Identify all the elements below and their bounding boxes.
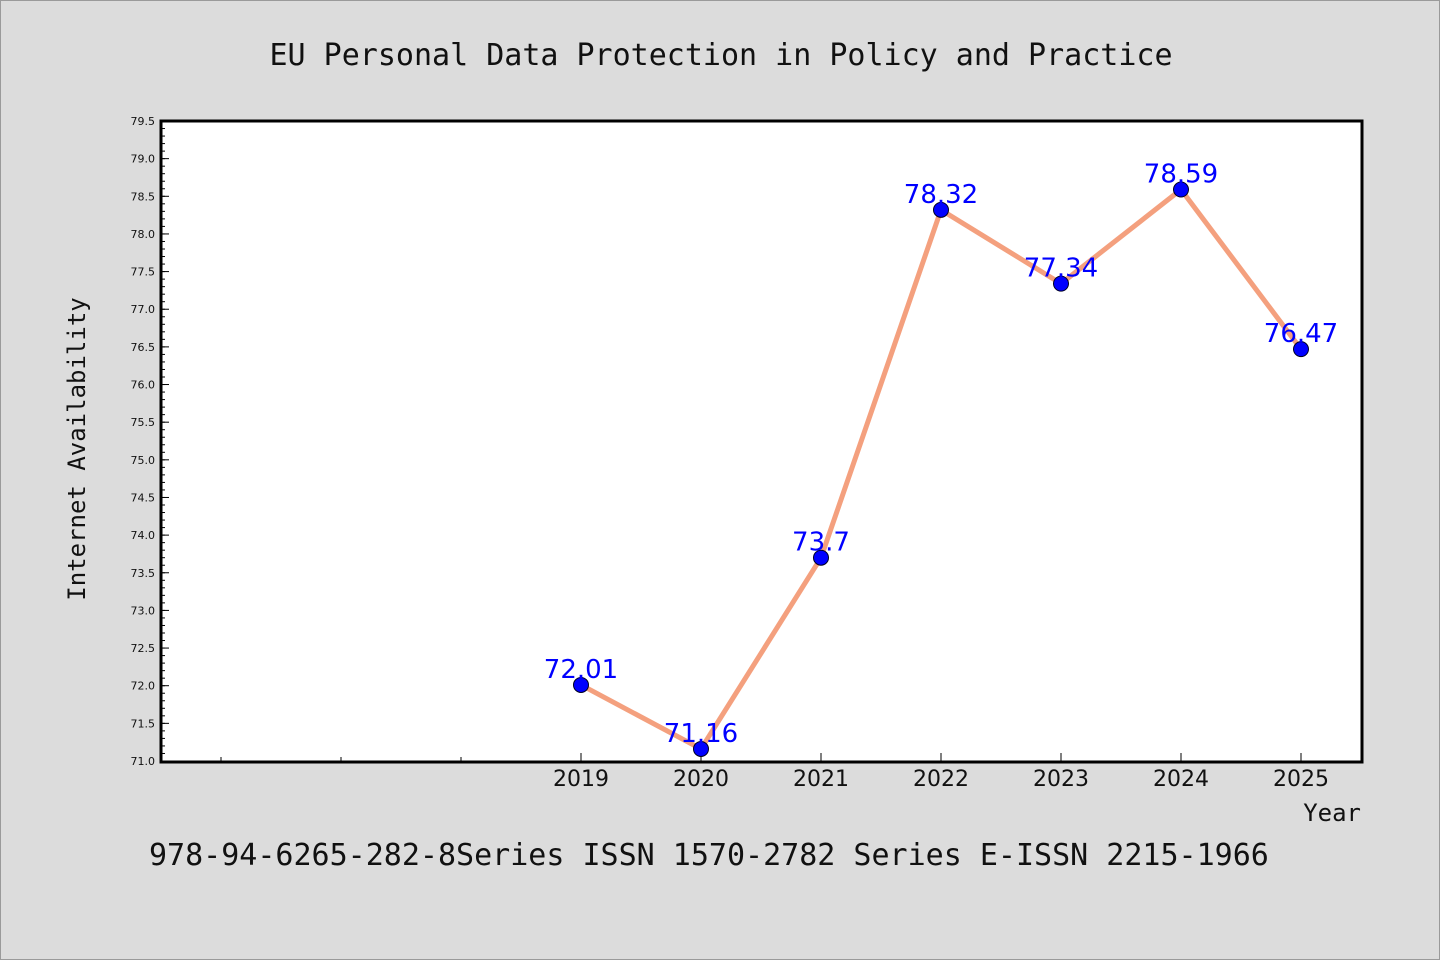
data-label: 73.7 [792, 528, 850, 558]
x-tick-label: 2025 [1273, 767, 1329, 792]
x-tick-label: 2020 [673, 767, 729, 792]
y-tick-label: 76.5 [131, 341, 156, 354]
x-tick-label: 2023 [1033, 767, 1089, 792]
x-axis-ticks: 2019 2020 2021 2022 2023 2024 2025 [220, 753, 1329, 792]
plot-area [159, 119, 1364, 764]
data-point-marker [933, 201, 949, 218]
data-point-marker [1173, 181, 1189, 198]
series-layer: 72.01 71.16 73.7 78.32 77.34 78.59 76.47 [544, 160, 1338, 757]
x-tick-label: 2024 [1153, 767, 1209, 792]
y-tick-label: 78.5 [131, 190, 156, 203]
footer-isbn-text: 978-94-6265-282-8Series ISSN 1570-2782 S… [149, 838, 1269, 873]
data-point-marker [693, 740, 709, 757]
data-label: 78.59 [1144, 160, 1218, 190]
data-label: 71.16 [664, 719, 738, 749]
y-tick-label: 79.5 [131, 115, 156, 128]
x-tick-label: 2022 [913, 767, 969, 792]
y-tick-label: 71.5 [131, 717, 156, 730]
data-point-marker [1053, 275, 1069, 292]
y-tick-label: 75.0 [131, 454, 156, 467]
y-tick-label: 72.5 [131, 642, 156, 655]
chart-title: EU Personal Data Protection in Policy an… [269, 38, 1172, 73]
y-tick-label: 71.0 [131, 755, 156, 768]
data-label: 76.47 [1264, 319, 1338, 349]
data-point-marker [813, 549, 829, 566]
y-tick-label: 76.0 [131, 379, 156, 392]
y-tick-label: 78.0 [131, 228, 156, 241]
y-tick-label: 74.0 [131, 529, 156, 542]
y-tick-label: 75.5 [131, 416, 156, 429]
y-tick-label: 73.5 [131, 567, 156, 580]
y-tick-label: 72.0 [131, 680, 156, 693]
x-axis-label: Year [1303, 799, 1361, 827]
y-axis-ticks: 71.0 71.5 72.0 72.5 73.0 73.5 74.0 74.5 75.0 75.5… [131, 115, 169, 768]
y-tick-label: 73.0 [131, 604, 156, 617]
data-label: 78.32 [904, 180, 978, 210]
y-tick-label: 79.0 [131, 153, 156, 166]
y-axis-label: Internet Availability [63, 297, 91, 600]
x-tick-label: 2019 [553, 767, 609, 792]
y-tick-label: 77.0 [131, 303, 156, 316]
data-label: 72.01 [544, 655, 618, 685]
y-tick-label: 74.5 [131, 491, 156, 504]
x-tick-label: 2021 [793, 767, 849, 792]
data-point-marker [1293, 341, 1309, 358]
y-tick-label: 77.5 [131, 266, 156, 279]
data-label: 77.34 [1024, 254, 1098, 284]
data-point-marker [573, 676, 589, 693]
